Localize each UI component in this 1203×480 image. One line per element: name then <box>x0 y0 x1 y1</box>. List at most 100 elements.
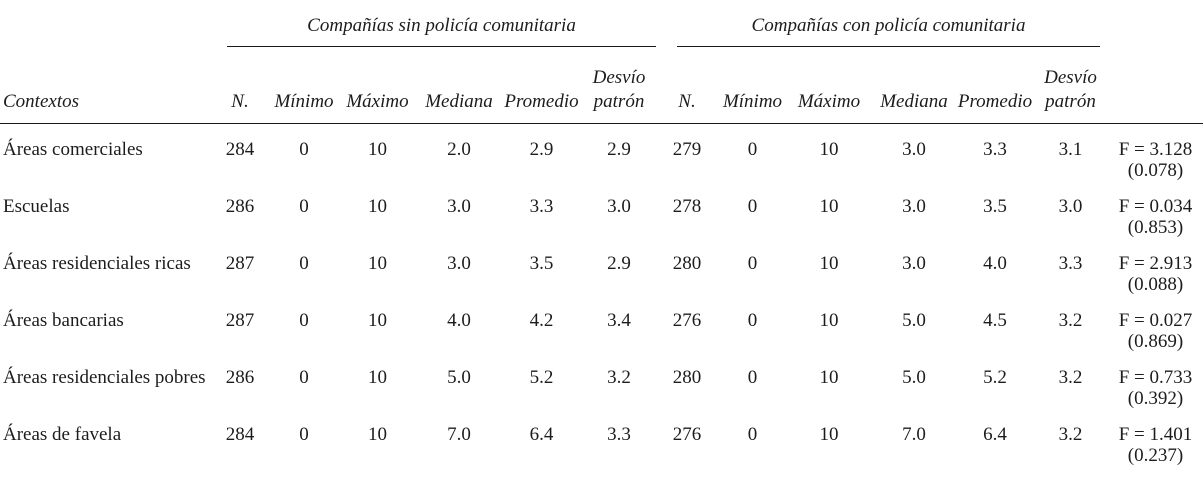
stat-cell-max-con: 10 <box>819 252 839 274</box>
column-header-min-sin: Mínimo <box>270 47 338 124</box>
statistics-table: Compañías sin policía comunitaria Compañ… <box>0 2 1203 466</box>
stat-cell-n-con: 279 <box>672 138 702 160</box>
stat-cell-sd-sin: 3.2 <box>607 366 631 388</box>
f-value: F = 0.034 <box>1118 195 1193 217</box>
stat-cell-min-con: 0 <box>747 252 758 274</box>
stat-cell-n-sin: 286 <box>225 366 255 388</box>
stat-cell-min-sin: 0 <box>299 195 309 217</box>
stat-cell-sd-con: 3.0 <box>1058 195 1083 217</box>
column-header-sd-con: Desvío patrón <box>1033 47 1108 124</box>
stat-cell-n-con: 276 <box>672 309 702 331</box>
stat-cell-median-con: 5.0 <box>902 366 926 388</box>
stat-cell-median-con: 3.0 <box>902 252 926 274</box>
stat-cell-min-sin: 0 <box>299 252 309 274</box>
stat-cell-mean-sin: 4.2 <box>529 309 554 331</box>
stat-cell-n-sin: 284 <box>225 423 255 445</box>
stat-cell-max-sin: 10 <box>368 423 387 445</box>
sd-header-line2: patrón <box>1045 90 1096 112</box>
stat-cell-median-sin: 4.0 <box>447 309 471 331</box>
f-statistic-cell: F = 2.913 (0.088) <box>1108 238 1203 295</box>
stat-cell-mean-sin: 3.3 <box>529 195 554 217</box>
stat-cell-n-con: 278 <box>672 195 702 217</box>
f-statistic-cell: F = 0.034 (0.853) <box>1108 181 1203 238</box>
stat-cell-min-sin: 0 <box>299 366 309 388</box>
stat-cell-max-sin: 10 <box>368 366 387 388</box>
stat-cell-mean-con: 3.5 <box>983 195 1007 217</box>
stat-cell-median-sin: 3.0 <box>447 252 471 274</box>
stat-cell-mean-con: 4.0 <box>983 252 1007 274</box>
stat-cell-min-con: 0 <box>747 366 758 388</box>
row-label: Áreas de favela <box>3 423 122 445</box>
stat-cell-min-con: 0 <box>747 309 758 331</box>
stat-cell-sd-con: 3.1 <box>1058 138 1083 160</box>
f-value: F = 1.401 <box>1118 423 1193 445</box>
group-title-row: Compañías sin policía comunitaria Compañ… <box>0 2 1203 47</box>
column-header-median-sin: Mediana <box>417 47 501 124</box>
column-header-sd-sin: Desvío patrón <box>582 47 656 124</box>
row-label: Áreas residenciales pobres <box>3 366 206 388</box>
stat-cell-n-con: 276 <box>672 423 702 445</box>
stat-cell-n-sin: 287 <box>225 309 255 331</box>
stat-cell-max-sin: 10 <box>368 195 387 217</box>
table-header: Compañías sin policía comunitaria Compañ… <box>0 2 1203 124</box>
column-header-f-statistic <box>1108 47 1203 124</box>
stat-cell-sd-con: 3.2 <box>1058 366 1083 388</box>
stat-cell-median-con: 7.0 <box>902 423 926 445</box>
table-body: Áreas comerciales 284 0 10 2.0 2.9 2.9 2… <box>0 123 1203 466</box>
group-without-community-policing: Compañías sin policía comunitaria <box>210 2 656 47</box>
column-header-mean-con: Promedio <box>957 47 1033 124</box>
table-row: Áreas bancarias 287 0 10 4.0 4.2 3.4 276… <box>0 295 1203 352</box>
p-value: (0.392) <box>1127 387 1184 409</box>
stat-cell-mean-sin: 6.4 <box>529 423 554 445</box>
stat-cell-sd-con: 3.2 <box>1058 423 1083 445</box>
column-header-max-con: Máximo <box>787 47 871 124</box>
p-value: (0.869) <box>1127 330 1184 352</box>
stat-cell-mean-con: 3.3 <box>983 138 1007 160</box>
group-with-community-policing: Compañías con policía comunitaria <box>656 2 1108 47</box>
spacer-cell <box>1108 2 1203 47</box>
group-title: Compañías con policía comunitaria <box>751 15 1026 36</box>
column-header-row: Contextos N. Mínimo Máximo Mediana Prome… <box>0 47 1203 124</box>
f-value: F = 0.733 <box>1118 366 1193 388</box>
group-title-underline: Compañías con policía comunitaria <box>677 15 1100 47</box>
stat-cell-n-con: 280 <box>672 252 702 274</box>
table-row: Áreas residenciales pobres 286 0 10 5.0 … <box>0 352 1203 409</box>
p-value: (0.088) <box>1127 273 1184 295</box>
column-header-n-con: N. <box>656 47 718 124</box>
table-row: Áreas comerciales 284 0 10 2.0 2.9 2.9 2… <box>0 123 1203 181</box>
stat-cell-mean-sin: 5.2 <box>529 366 554 388</box>
stat-cell-mean-sin: 3.5 <box>529 252 554 274</box>
stat-cell-median-con: 3.0 <box>902 195 926 217</box>
stat-cell-median-sin: 7.0 <box>447 423 471 445</box>
sd-header-line2: patrón <box>593 90 645 112</box>
stat-cell-max-sin: 10 <box>368 138 387 160</box>
stat-cell-sd-con: 3.3 <box>1058 252 1083 274</box>
sd-header-line1: Desvío <box>1044 66 1097 88</box>
p-value: (0.853) <box>1127 216 1184 238</box>
stat-cell-max-con: 10 <box>819 423 839 445</box>
table-row: Escuelas 286 0 10 3.0 3.3 3.0 278 0 10 3… <box>0 181 1203 238</box>
stat-cell-sd-sin: 2.9 <box>607 252 631 274</box>
stat-cell-mean-sin: 2.9 <box>529 138 554 160</box>
p-value: (0.078) <box>1127 159 1184 181</box>
stat-cell-min-sin: 0 <box>299 309 309 331</box>
stat-cell-max-sin: 10 <box>368 252 387 274</box>
stat-cell-sd-sin: 3.3 <box>607 423 631 445</box>
stat-cell-mean-con: 6.4 <box>983 423 1007 445</box>
f-value: F = 2.913 <box>1118 252 1193 274</box>
group-title: Compañías sin policía comunitaria <box>307 15 576 36</box>
f-statistic-cell: F = 1.401 (0.237) <box>1108 409 1203 466</box>
column-header-contextos: Contextos <box>0 47 210 124</box>
sd-header-line1: Desvío <box>592 66 646 88</box>
stat-cell-n-sin: 286 <box>225 195 255 217</box>
table-row: Áreas residenciales ricas 287 0 10 3.0 3… <box>0 238 1203 295</box>
stat-cell-min-con: 0 <box>747 195 758 217</box>
stat-cell-mean-con: 5.2 <box>983 366 1007 388</box>
row-label: Áreas bancarias <box>3 309 124 331</box>
stat-cell-median-sin: 5.0 <box>447 366 471 388</box>
stat-cell-max-con: 10 <box>819 195 839 217</box>
table-row: Áreas de favela 284 0 10 7.0 6.4 3.3 276… <box>0 409 1203 466</box>
row-label: Áreas residenciales ricas <box>3 252 191 274</box>
column-header-min-con: Mínimo <box>718 47 787 124</box>
p-value: (0.237) <box>1127 444 1184 466</box>
